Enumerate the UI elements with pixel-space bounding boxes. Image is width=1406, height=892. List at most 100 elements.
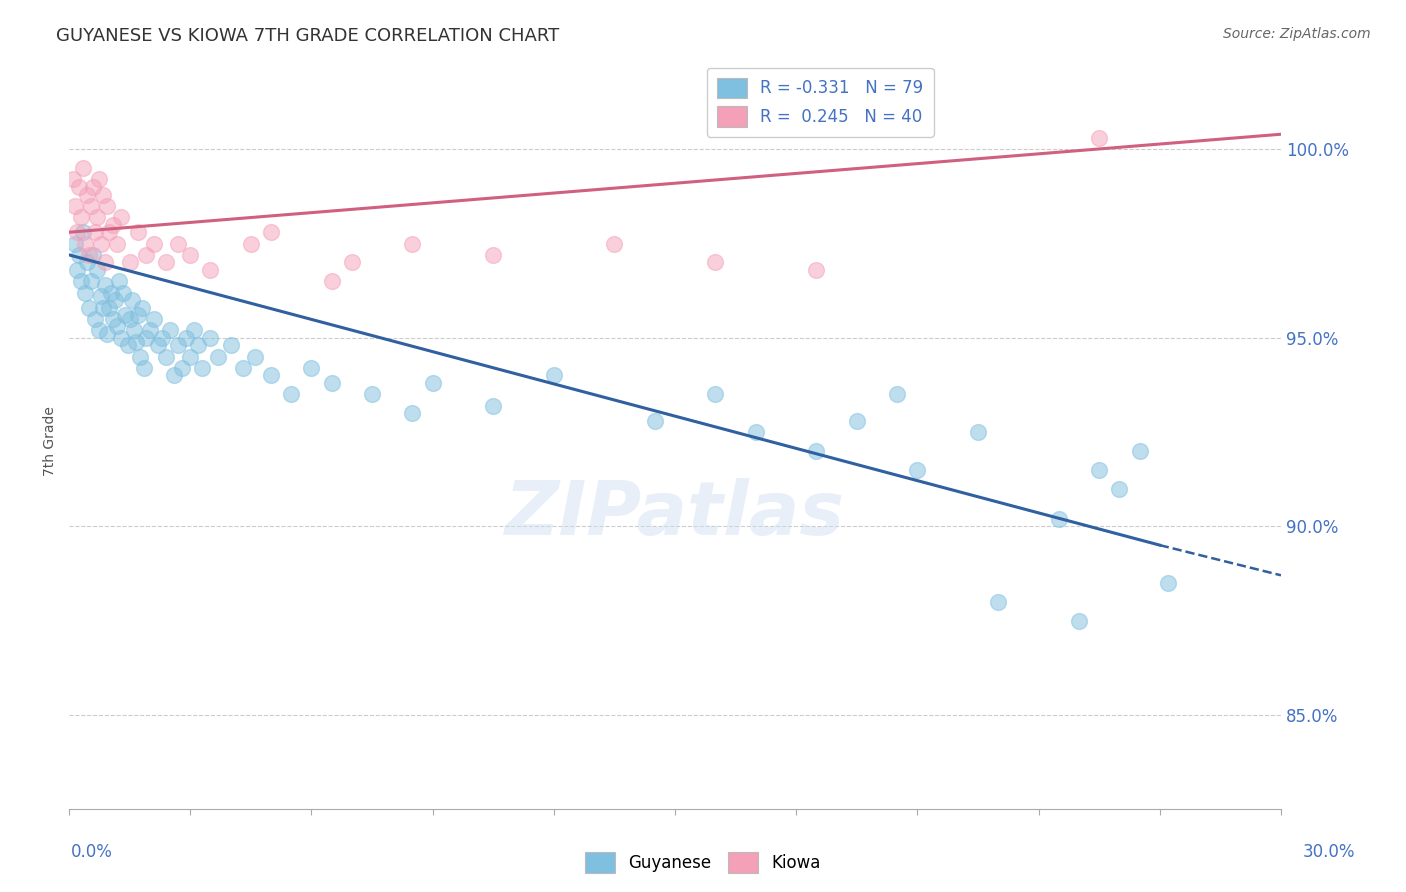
Point: [1088, 131, 1111, 145]
Point: [75, 285, 97, 300]
Text: GUYANESE VS KIOWA 7TH GRADE CORRELATION CHART: GUYANESE VS KIOWA 7TH GRADE CORRELATION …: [56, 27, 560, 45]
Point: [187, 338, 209, 352]
Point: [422, 376, 444, 390]
Point: [482, 248, 505, 262]
Point: [82, 248, 104, 262]
Point: [103, 312, 125, 326]
Point: [107, 236, 129, 251]
Point: [62, 172, 84, 186]
Point: [86, 263, 108, 277]
Point: [174, 331, 197, 345]
Point: [67, 180, 90, 194]
Point: [96, 326, 118, 341]
Point: [845, 414, 868, 428]
Point: [86, 210, 108, 224]
Point: [280, 387, 302, 401]
Point: [67, 248, 90, 262]
Point: [1128, 443, 1150, 458]
Point: [108, 274, 131, 288]
Point: [82, 180, 104, 194]
Text: 0.0%: 0.0%: [70, 843, 112, 861]
Point: [183, 323, 205, 337]
Point: [104, 293, 127, 307]
Point: [117, 338, 139, 352]
Point: [482, 399, 505, 413]
Point: [114, 308, 136, 322]
Legend: Guyanese, Kiowa: Guyanese, Kiowa: [578, 846, 828, 880]
Point: [91, 301, 114, 315]
Y-axis label: 7th Grade: 7th Grade: [44, 407, 58, 476]
Point: [70, 274, 93, 288]
Legend: R = -0.331   N = 79, R =  0.245   N = 40: R = -0.331 N = 79, R = 0.245 N = 40: [707, 68, 934, 136]
Point: [179, 350, 201, 364]
Point: [1088, 463, 1111, 477]
Point: [135, 331, 157, 345]
Point: [76, 187, 98, 202]
Point: [243, 350, 266, 364]
Point: [146, 338, 169, 352]
Point: [163, 368, 186, 383]
Text: Source: ZipAtlas.com: Source: ZipAtlas.com: [1223, 27, 1371, 41]
Point: [200, 263, 222, 277]
Point: [806, 443, 828, 458]
Point: [80, 199, 103, 213]
Point: [142, 236, 165, 251]
Point: [150, 331, 173, 345]
Point: [90, 236, 112, 251]
Point: [219, 338, 242, 352]
Point: [124, 334, 146, 349]
Point: [260, 225, 283, 239]
Point: [77, 301, 100, 315]
Point: [66, 225, 89, 239]
Point: [232, 361, 254, 376]
Point: [90, 289, 112, 303]
Point: [191, 361, 214, 376]
Point: [76, 255, 98, 269]
Point: [80, 274, 103, 288]
Text: 30.0%: 30.0%: [1302, 843, 1355, 861]
Point: [75, 236, 97, 251]
Point: [361, 387, 384, 401]
Text: ZIPatlas: ZIPatlas: [505, 478, 845, 551]
Point: [179, 248, 201, 262]
Point: [103, 218, 125, 232]
Point: [704, 255, 727, 269]
Point: [135, 248, 157, 262]
Point: [167, 338, 190, 352]
Point: [321, 376, 343, 390]
Point: [96, 199, 118, 213]
Point: [745, 425, 768, 439]
Point: [167, 236, 190, 251]
Point: [89, 172, 111, 186]
Point: [91, 187, 114, 202]
Point: [118, 312, 141, 326]
Point: [127, 225, 149, 239]
Point: [84, 312, 107, 326]
Point: [89, 323, 111, 337]
Point: [94, 278, 117, 293]
Point: [98, 301, 121, 315]
Point: [200, 331, 222, 345]
Point: [239, 236, 262, 251]
Point: [155, 255, 177, 269]
Point: [321, 274, 343, 288]
Point: [112, 285, 135, 300]
Point: [122, 323, 145, 337]
Point: [401, 236, 423, 251]
Point: [299, 361, 322, 376]
Point: [70, 210, 93, 224]
Point: [66, 263, 89, 277]
Point: [886, 387, 908, 401]
Point: [340, 255, 363, 269]
Point: [63, 236, 86, 251]
Point: [644, 414, 666, 428]
Point: [72, 225, 94, 239]
Point: [170, 361, 193, 376]
Point: [131, 301, 153, 315]
Point: [543, 368, 565, 383]
Point: [77, 248, 100, 262]
Point: [1047, 512, 1070, 526]
Point: [704, 387, 727, 401]
Point: [603, 236, 626, 251]
Point: [142, 312, 165, 326]
